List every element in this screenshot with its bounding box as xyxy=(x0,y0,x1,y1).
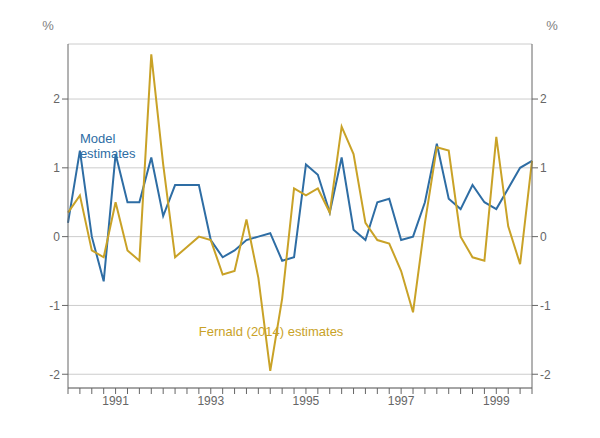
svg-text:0: 0 xyxy=(53,230,60,244)
svg-text:1999: 1999 xyxy=(483,394,510,408)
svg-text:1993: 1993 xyxy=(197,394,224,408)
svg-text:-1: -1 xyxy=(49,299,60,313)
svg-text:-2: -2 xyxy=(540,368,551,382)
svg-text:2: 2 xyxy=(53,92,60,106)
svg-text:1: 1 xyxy=(53,161,60,175)
svg-text:0: 0 xyxy=(540,230,547,244)
svg-text:%: % xyxy=(42,18,54,33)
svg-text:%: % xyxy=(546,18,558,33)
svg-text:Modelestimates: Modelestimates xyxy=(80,131,136,161)
svg-text:1: 1 xyxy=(540,161,547,175)
svg-text:-2: -2 xyxy=(49,368,60,382)
svg-text:Fernald (2014) estimates: Fernald (2014) estimates xyxy=(199,324,344,339)
svg-text:1991: 1991 xyxy=(102,394,129,408)
svg-text:1995: 1995 xyxy=(293,394,320,408)
svg-text:-1: -1 xyxy=(540,299,551,313)
svg-text:1997: 1997 xyxy=(388,394,415,408)
svg-text:2: 2 xyxy=(540,92,547,106)
